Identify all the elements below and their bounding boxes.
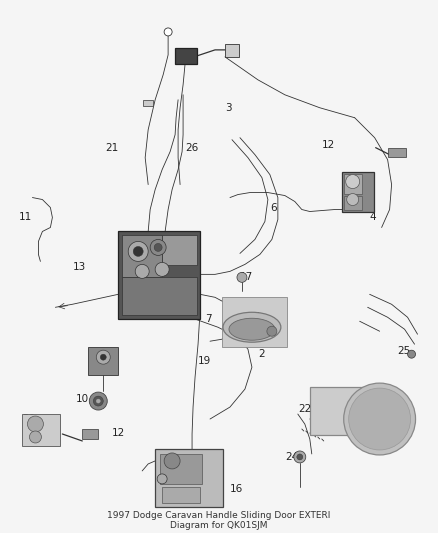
Bar (82, 429, 98, 439)
Text: 19: 19 (198, 356, 211, 366)
Bar (22, 414, 60, 446)
Circle shape (96, 399, 100, 403)
Circle shape (346, 175, 360, 189)
Text: 21: 21 (105, 143, 119, 152)
Text: 4: 4 (370, 213, 376, 222)
Circle shape (237, 272, 247, 282)
Circle shape (128, 241, 148, 261)
Text: 12: 12 (112, 428, 126, 438)
Bar (122, 236, 162, 277)
Bar (222, 297, 287, 347)
Circle shape (164, 453, 180, 469)
Ellipse shape (223, 312, 281, 342)
Circle shape (294, 451, 306, 463)
Bar (344, 196, 362, 209)
Bar (143, 100, 153, 106)
Circle shape (28, 416, 43, 432)
Circle shape (154, 244, 162, 252)
Bar (162, 236, 197, 265)
Text: 11: 11 (18, 213, 32, 222)
Text: 24: 24 (285, 452, 298, 462)
Circle shape (29, 431, 42, 443)
Bar (162, 487, 200, 503)
Text: 25: 25 (398, 346, 411, 356)
Bar (155, 449, 223, 507)
Circle shape (164, 28, 172, 36)
Text: 1: 1 (255, 312, 261, 322)
Circle shape (89, 392, 107, 410)
Circle shape (150, 239, 166, 255)
Bar (122, 277, 197, 316)
Ellipse shape (349, 388, 410, 450)
Text: 12: 12 (322, 140, 335, 150)
Text: 17: 17 (240, 272, 253, 282)
Circle shape (96, 350, 110, 364)
Text: 7: 7 (205, 314, 212, 324)
Text: 13: 13 (72, 262, 85, 272)
Circle shape (93, 396, 103, 406)
Circle shape (155, 262, 169, 277)
Circle shape (408, 350, 416, 358)
Text: 16: 16 (230, 484, 243, 494)
Text: 1997 Dodge Caravan Handle Sliding Door EXTERI
Diagram for QK01SJM: 1997 Dodge Caravan Handle Sliding Door E… (107, 511, 331, 530)
Bar (342, 172, 374, 212)
Ellipse shape (344, 383, 416, 455)
Bar (160, 454, 202, 484)
Text: 22: 22 (298, 404, 311, 414)
Bar (118, 231, 200, 319)
Text: 26: 26 (185, 143, 198, 152)
Circle shape (133, 246, 143, 256)
Circle shape (297, 454, 303, 460)
Bar (175, 48, 197, 64)
Text: 8: 8 (88, 352, 95, 362)
Bar (344, 174, 362, 193)
Circle shape (135, 264, 149, 278)
Bar (388, 148, 406, 157)
Text: 10: 10 (75, 394, 88, 404)
Text: 2: 2 (258, 349, 265, 359)
Ellipse shape (229, 318, 275, 340)
Circle shape (347, 193, 359, 206)
Circle shape (157, 474, 167, 484)
Text: 6: 6 (270, 203, 276, 213)
Bar (225, 44, 239, 57)
Text: 18: 18 (158, 456, 171, 466)
Bar (88, 347, 118, 375)
Text: 3: 3 (225, 103, 232, 113)
Circle shape (267, 326, 277, 336)
Bar (310, 387, 370, 435)
Circle shape (100, 354, 106, 360)
Text: 20: 20 (22, 414, 35, 424)
